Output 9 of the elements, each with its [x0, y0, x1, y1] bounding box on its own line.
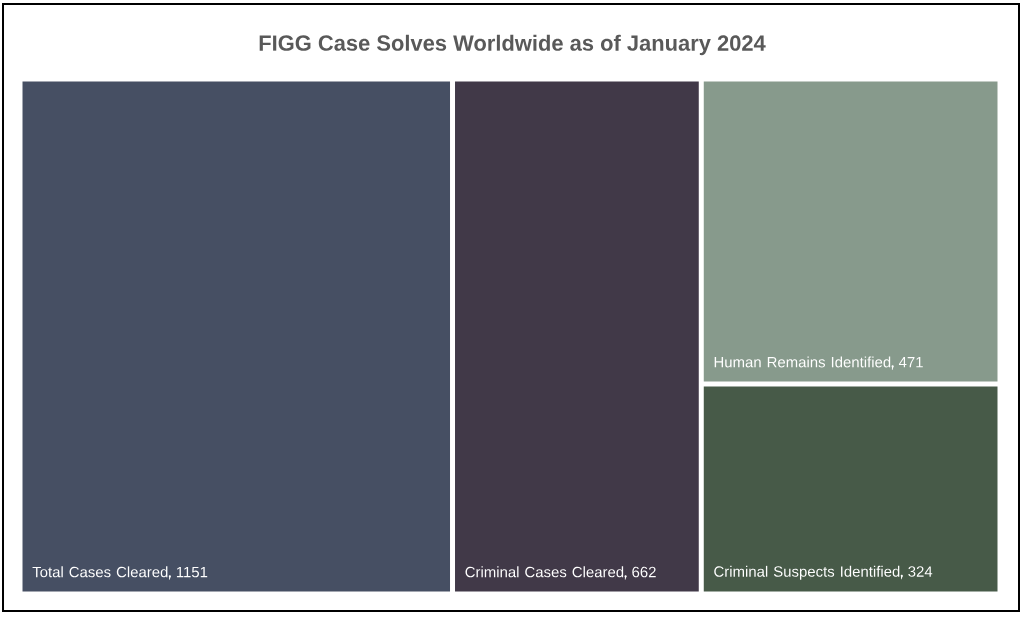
data-label: 662 [632, 566, 656, 578]
data-label: 471 [898, 357, 923, 368]
category-label: Criminal Cases Cleared [465, 566, 624, 578]
category-label: Criminal Suspects Identified [714, 565, 900, 580]
category-label: Human Remains Identified [714, 356, 891, 368]
category-label: Total Cases Cleared [32, 566, 168, 578]
data-label: 324 [908, 566, 933, 577]
data-label: 1151 [176, 566, 208, 578]
text: FIGG Case Solves Worldwide as of January 2024 [259, 34, 766, 56]
